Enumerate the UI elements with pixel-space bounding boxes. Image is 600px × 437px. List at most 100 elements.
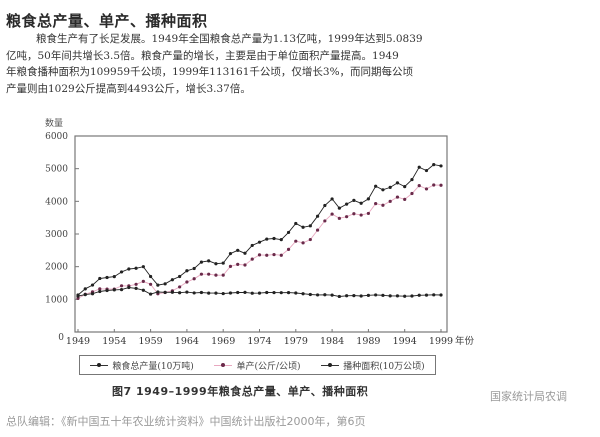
data-point: [279, 291, 283, 295]
data-point: [119, 287, 124, 292]
data-point: [257, 291, 262, 295]
data-point: [301, 225, 305, 229]
data-point: [424, 293, 429, 297]
data-point: [381, 188, 385, 192]
data-point: [359, 201, 363, 205]
data-point: [315, 228, 320, 232]
data-point: [98, 287, 102, 291]
data-point: [272, 236, 276, 241]
data-point: [330, 197, 334, 201]
x-tick-label: 1984: [320, 336, 344, 347]
data-point: [265, 253, 269, 257]
data-point: [345, 215, 349, 219]
paragraph-line: 亿吨，50年间共增长3.5倍。粮食产量的增长，主要是由于单位面积产量提高。194…: [6, 49, 399, 62]
data-point: [236, 290, 240, 295]
legend-item-total-output: 粮食总产量(10万吨): [90, 359, 194, 372]
data-point: [395, 195, 400, 199]
data-point: [98, 289, 102, 294]
data-point: [243, 251, 247, 255]
data-point: [417, 184, 421, 188]
data-point: [439, 183, 443, 187]
data-point: [90, 283, 95, 287]
data-point: [199, 272, 204, 276]
data-point: [214, 273, 218, 277]
data-point: [294, 239, 298, 243]
paragraph-line: 年粮食播种面积为109959千公顷，1999年113161千公顷，仅增长3%，而…: [6, 66, 414, 78]
y-tick-label: 5000: [45, 165, 68, 175]
data-point: [170, 290, 174, 294]
data-point: [337, 216, 341, 220]
data-point: [439, 164, 443, 168]
data-point: [228, 264, 233, 268]
data-point: [323, 219, 327, 223]
data-point: [134, 286, 138, 290]
data-point: [192, 291, 196, 295]
data-point: [410, 177, 414, 182]
data-point: [156, 283, 160, 287]
intro-paragraph: 粮食生产有了长足发展。1949年全国粮食总产量为1.13亿吨，1999年达到5.…: [6, 31, 476, 97]
data-point: [250, 243, 254, 248]
section-title: 粮食总产量、单产、播种面积: [6, 12, 208, 30]
data-point: [315, 214, 320, 218]
data-point: [105, 275, 109, 280]
data-point: [192, 277, 196, 281]
legend-label: 单产(公斤/公顷): [236, 361, 301, 372]
x-tick-label: 1959: [139, 336, 163, 347]
data-point: [83, 287, 87, 291]
data-point: [439, 293, 443, 297]
data-point: [352, 212, 356, 216]
plot-frame: [74, 135, 448, 333]
data-point: [228, 252, 233, 256]
data-point: [403, 185, 407, 189]
data-point: [424, 187, 429, 191]
data-point: [250, 257, 254, 261]
data-point: [345, 202, 349, 206]
legend-label: 播种面积(10万公顷): [343, 361, 425, 372]
data-point: [308, 292, 312, 297]
data-point: [221, 261, 225, 265]
data-point: [221, 291, 225, 296]
data-point: [207, 259, 211, 263]
data-point: [330, 293, 334, 297]
data-point: [381, 203, 385, 207]
data-point: [112, 275, 116, 279]
data-point: [141, 279, 145, 283]
data-point: [119, 284, 124, 288]
data-point: [178, 274, 182, 279]
data-point: [352, 198, 356, 202]
data-point: [199, 290, 204, 295]
data-point: [308, 224, 312, 228]
x-tick-label: 1994: [393, 336, 417, 347]
data-point: [228, 291, 233, 295]
data-point: [178, 291, 182, 295]
data-point: [83, 293, 87, 297]
data-point: [257, 253, 262, 257]
data-point: [149, 274, 153, 279]
data-point: [395, 294, 400, 298]
data-point: [374, 202, 378, 206]
y-tick-label: 4000: [45, 197, 68, 207]
data-point: [388, 294, 392, 298]
data-point: [366, 211, 370, 216]
data-point: [337, 294, 341, 299]
data-point: [337, 206, 341, 210]
line-marker-icon: [321, 362, 340, 367]
data-point: [257, 240, 262, 244]
data-point: [366, 293, 370, 297]
data-point: [90, 292, 95, 296]
data-point: [214, 262, 218, 266]
data-point: [381, 293, 385, 297]
data-point: [250, 291, 254, 295]
data-point: [76, 296, 80, 300]
data-point: [432, 183, 436, 187]
data-point: [286, 247, 291, 251]
data-point: [265, 290, 269, 295]
data-point: [359, 294, 363, 298]
data-point: [112, 288, 116, 292]
data-point: [323, 293, 327, 297]
data-point: [163, 282, 167, 286]
data-point: [207, 272, 211, 276]
data-point: [359, 213, 363, 217]
chart-legend: 粮食总产量(10万吨) 单产(公斤/公顷) 播种面积(10万公顷): [79, 355, 436, 375]
